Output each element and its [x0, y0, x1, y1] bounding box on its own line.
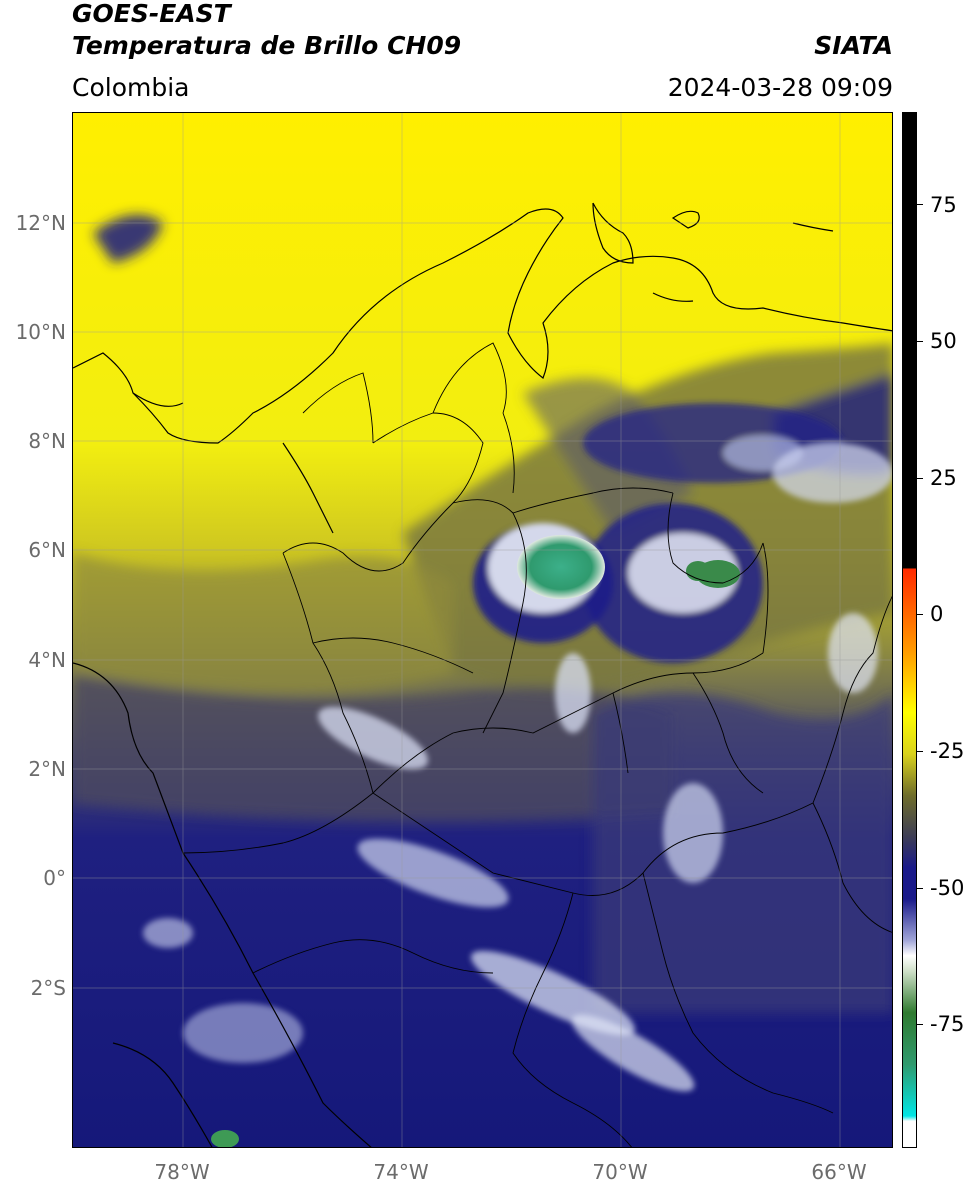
title-line-1: GOES-EAST [72, 0, 231, 28]
brand-label: SIATA [814, 31, 893, 60]
colorbar-label-minus75: -75 [930, 1012, 965, 1036]
colorbar-tick-minus50 [917, 888, 923, 889]
colorbar-label-minus25: -25 [930, 739, 965, 763]
colorbar-label-0: 0 [930, 602, 944, 626]
colorbar-tick-50 [917, 341, 923, 342]
lat-label-2n: 2°N [28, 757, 66, 781]
lat-label-6n: 6°N [28, 538, 66, 562]
colorbar-label-75: 75 [930, 193, 957, 217]
colorbar-tick-minus75 [917, 1024, 923, 1025]
lon-label-66w: 66°W [811, 1160, 867, 1184]
lon-label-70w: 70°W [592, 1160, 648, 1184]
cold-cloud-top-east-2 [686, 561, 710, 581]
colorbar-gradient [903, 113, 916, 1147]
cold-cloud-top-main [517, 535, 605, 599]
brightness-temperature-map [73, 113, 892, 1147]
lat-label-4n: 4°N [28, 648, 66, 672]
graticule [73, 113, 892, 1147]
title-line-2: Temperatura de Brillo CH09 [72, 31, 462, 60]
lat-label-10n: 10°N [15, 320, 66, 344]
lon-label-78w: 78°W [154, 1160, 210, 1184]
colorbar-tick-0 [917, 614, 923, 615]
cold-cloud-top-south [211, 1130, 239, 1147]
departmental-borders [182, 342, 892, 1147]
lat-label-2s: 2°S [30, 976, 66, 1000]
lon-label-74w: 74°W [373, 1160, 429, 1184]
lat-label-12n: 12°N [15, 211, 66, 235]
colorbar-tick-25 [917, 478, 923, 479]
colorbar-tick-minus25 [917, 751, 923, 752]
colorbar-label-50: 50 [930, 329, 957, 353]
satellite-map [72, 112, 893, 1148]
colorbar-tick-75 [917, 204, 923, 205]
colorbar-label-25: 25 [930, 466, 957, 490]
colorbar-label-minus50: -50 [930, 876, 965, 900]
colorbar [902, 112, 917, 1148]
datetime-label: 2024-03-28 09:09 [667, 73, 893, 102]
lat-label-0: 0° [43, 866, 66, 890]
lat-label-8n: 8°N [28, 429, 66, 453]
region-label: Colombia [72, 73, 190, 102]
